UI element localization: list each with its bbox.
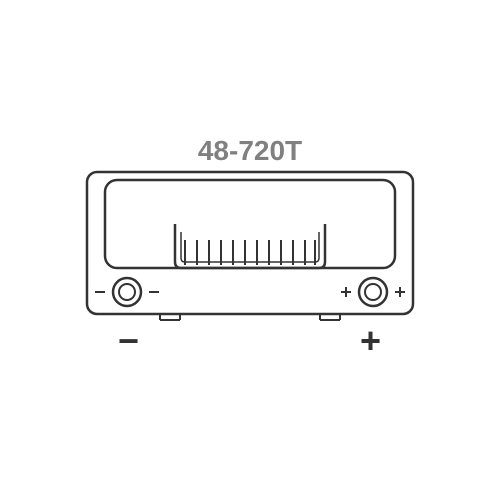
battery-illustration: [85, 170, 415, 325]
positive-terminal-label: +: [360, 320, 381, 362]
battery-diagram: 48-720T: [0, 0, 500, 500]
model-number: 48-720T: [0, 135, 500, 167]
negative-terminal-label: −: [118, 320, 139, 362]
